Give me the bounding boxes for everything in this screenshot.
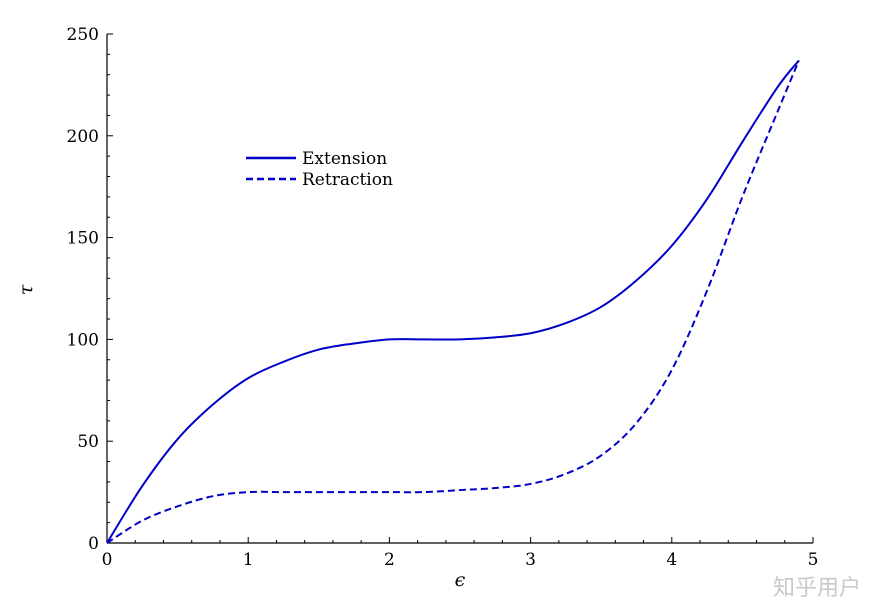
x-tick-label: 0 xyxy=(102,550,113,570)
y-tick-label: 150 xyxy=(67,229,99,249)
series-lines xyxy=(106,59,800,544)
axes xyxy=(106,34,813,544)
y-tick-label: 200 xyxy=(67,127,99,147)
series-line-retraction xyxy=(106,60,800,544)
x-tick-label: 4 xyxy=(666,550,677,570)
series-line-extension xyxy=(106,59,800,544)
watermark: 知乎用户 xyxy=(772,576,861,601)
y-tick-label: 0 xyxy=(88,534,99,554)
y-tick-label: 250 xyxy=(67,25,99,45)
x-tick-label: 5 xyxy=(808,550,819,570)
x-axis-label: ϵ xyxy=(455,569,466,591)
x-tick-label: 3 xyxy=(525,550,536,570)
y-axis-label: τ xyxy=(15,284,37,295)
x-tick-label: 1 xyxy=(243,550,254,570)
y-tick-label: 100 xyxy=(67,330,99,350)
legend-label-retraction: Retraction xyxy=(302,170,393,190)
legend-label-extension: Extension xyxy=(302,149,387,169)
x-tick-label: 2 xyxy=(384,550,395,570)
y-tick-label: 50 xyxy=(77,432,99,452)
